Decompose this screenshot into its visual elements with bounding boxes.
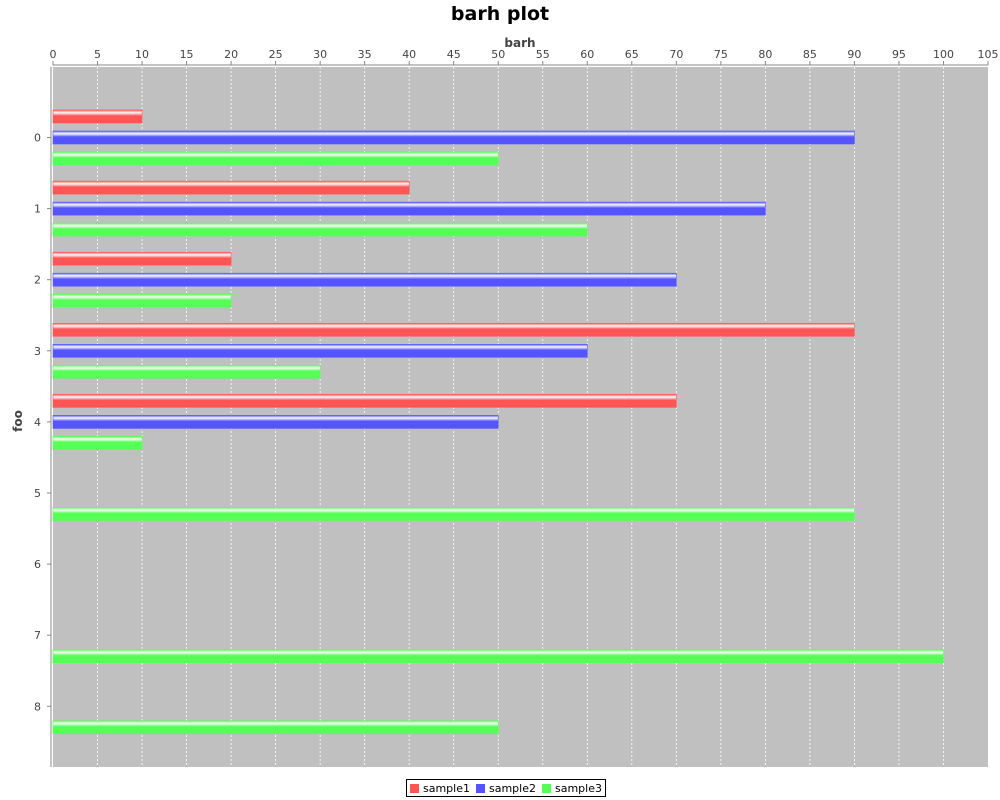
bar-sample2-1: [52, 201, 766, 216]
x-tick-label: 75: [714, 48, 728, 61]
y-tick-label: 3: [34, 345, 41, 358]
x-tick-label: 85: [803, 48, 817, 61]
y-tick-label: 7: [34, 629, 41, 642]
bar-sample3-3: [52, 364, 321, 379]
bar-sample3-5: [52, 507, 855, 521]
x-tick-label: 80: [758, 48, 772, 61]
y-tick-label: 8: [34, 700, 41, 713]
x-tick-label: 105: [978, 48, 999, 61]
bar-sample2-3: [52, 343, 588, 358]
x-tick-label: 45: [447, 48, 461, 61]
x-tick-label: 20: [224, 48, 238, 61]
x-tick-label: 50: [491, 48, 505, 61]
legend-swatch: [410, 783, 419, 793]
x-tick-label: 65: [625, 48, 639, 61]
legend-label: sample1: [423, 781, 470, 795]
legend-item-sample2: sample2: [476, 782, 536, 795]
bar-sample2-4: [52, 415, 499, 429]
x-tick-label: 95: [892, 48, 906, 61]
bar-sample3-7: [52, 649, 944, 664]
y-tick-label: 6: [34, 558, 41, 571]
x-tick-label: 10: [135, 48, 149, 61]
x-tick-label: 55: [536, 48, 550, 61]
x-tick-label: 15: [180, 48, 194, 61]
x-axis-title: barh: [504, 36, 535, 50]
legend-label: sample2: [489, 781, 536, 795]
y-tick-label: 2: [34, 274, 41, 287]
x-tick-label: 5: [94, 48, 101, 61]
bar-sample2-2: [52, 272, 677, 287]
x-tick-label: 35: [358, 48, 372, 61]
legend-label: sample3: [555, 781, 602, 795]
legend-swatch: [542, 783, 551, 793]
chart-title: barh plot: [450, 3, 550, 25]
axes: 0 5 10 15 20 25 30 35 40 45 50 55 60 65 70 75 80 85 90 95 10…: [34, 48, 999, 767]
legend-swatch: [476, 783, 485, 793]
bar-sample1-0: [52, 109, 143, 124]
y-axis-title: foo: [11, 410, 25, 432]
bar-sample1-4: [52, 394, 677, 408]
bar-sample3-1: [52, 222, 588, 237]
x-tick-label: 100: [933, 48, 954, 61]
bar-sample1-1: [52, 180, 410, 195]
bar-sample1-3: [52, 322, 855, 337]
bars: [52, 109, 944, 735]
y-tick-label: 0: [34, 132, 41, 145]
bar-sample3-2: [52, 293, 232, 308]
y-tick-label: 4: [34, 416, 41, 429]
bar-sample3-4: [52, 436, 143, 450]
y-tick-label: 1: [34, 203, 41, 216]
legend: sample1 sample2 sample3: [406, 779, 606, 797]
x-tick-label: 25: [269, 48, 283, 61]
x-tick-label: 60: [580, 48, 594, 61]
x-tick-label: 40: [402, 48, 416, 61]
legend-item-sample3: sample3: [542, 782, 602, 795]
y-tick-label: 5: [34, 487, 41, 500]
x-tick-label: 70: [669, 48, 683, 61]
x-tick-label: 30: [313, 48, 327, 61]
legend-item-sample1: sample1: [410, 782, 470, 795]
bar-sample2-0: [52, 130, 855, 145]
bar-sample3-8: [52, 720, 499, 735]
x-tick-label: 0: [50, 48, 57, 61]
bar-sample1-2: [52, 251, 232, 266]
bar-sample3-0: [52, 151, 499, 166]
x-tick-label: 90: [847, 48, 861, 61]
